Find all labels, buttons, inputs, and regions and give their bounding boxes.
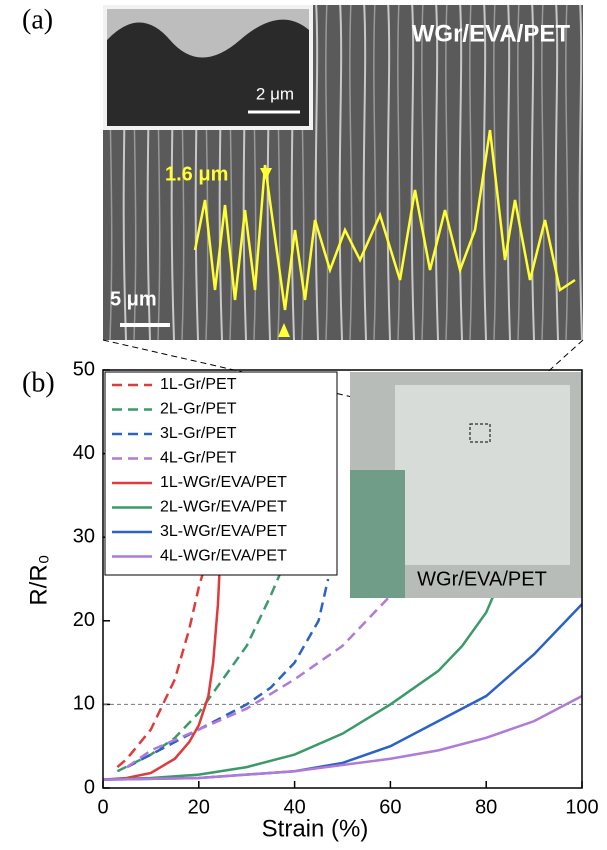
- legend-label: 3L-Gr/PET: [160, 425, 237, 442]
- y-tick-label: 50: [73, 358, 95, 380]
- x-tick-label: 100: [565, 796, 598, 818]
- profile-trace: [193, 129, 576, 311]
- x-tick-label: 80: [475, 796, 497, 818]
- legend-label: 2L-WGr/EVA/PET: [160, 499, 287, 516]
- series-line: [102, 578, 502, 781]
- x-axis-title: Strain (%): [262, 815, 369, 842]
- legend-label: 1L-Gr/PET: [160, 376, 237, 393]
- legend-label: 4L-WGr/EVA/PET: [160, 548, 287, 565]
- legend-label: 1L-WGr/EVA/PET: [160, 474, 287, 491]
- y-axis-title: R/R₀: [25, 554, 52, 605]
- y-tick-label: 0: [84, 776, 95, 798]
- series-line: [102, 694, 583, 781]
- y-tick-label: 40: [73, 442, 95, 464]
- photo-glove: [350, 470, 405, 598]
- series-line: [116, 553, 210, 769]
- y-tick-label: 30: [73, 525, 95, 547]
- plot-frame: [102, 369, 583, 789]
- x-tick-label: 20: [188, 796, 210, 818]
- series-line: [116, 561, 287, 773]
- photo-sheet: [395, 385, 570, 565]
- amplitude-label: 1.6 μm: [165, 163, 228, 185]
- legend-label: 3L-WGr/EVA/PET: [160, 523, 287, 540]
- scale-label: 5 μm: [110, 288, 157, 310]
- x-tick-label: 40: [283, 796, 305, 818]
- y-tick-label: 10: [73, 693, 95, 715]
- y-tick-label: 20: [73, 609, 95, 631]
- zoom-box: [469, 423, 491, 443]
- panel-label: (a): [22, 4, 53, 35]
- legend-box: [104, 371, 338, 576]
- photo-label: WGr/EVA/PET: [417, 568, 547, 590]
- inset-scale-label: 2 μm: [256, 84, 294, 103]
- series-line: [126, 578, 406, 769]
- series-line: [102, 603, 583, 781]
- x-tick-label: 60: [379, 796, 401, 818]
- image-title: WGr/EVA/PET: [412, 20, 571, 47]
- x-tick-label: 0: [97, 796, 108, 818]
- inset-ridge: [107, 9, 309, 58]
- legend-label: 4L-Gr/PET: [160, 450, 237, 467]
- panel-label: (b): [22, 367, 55, 398]
- legend-label: 2L-Gr/PET: [160, 401, 237, 418]
- series-line: [126, 578, 330, 769]
- series-line: [102, 553, 222, 781]
